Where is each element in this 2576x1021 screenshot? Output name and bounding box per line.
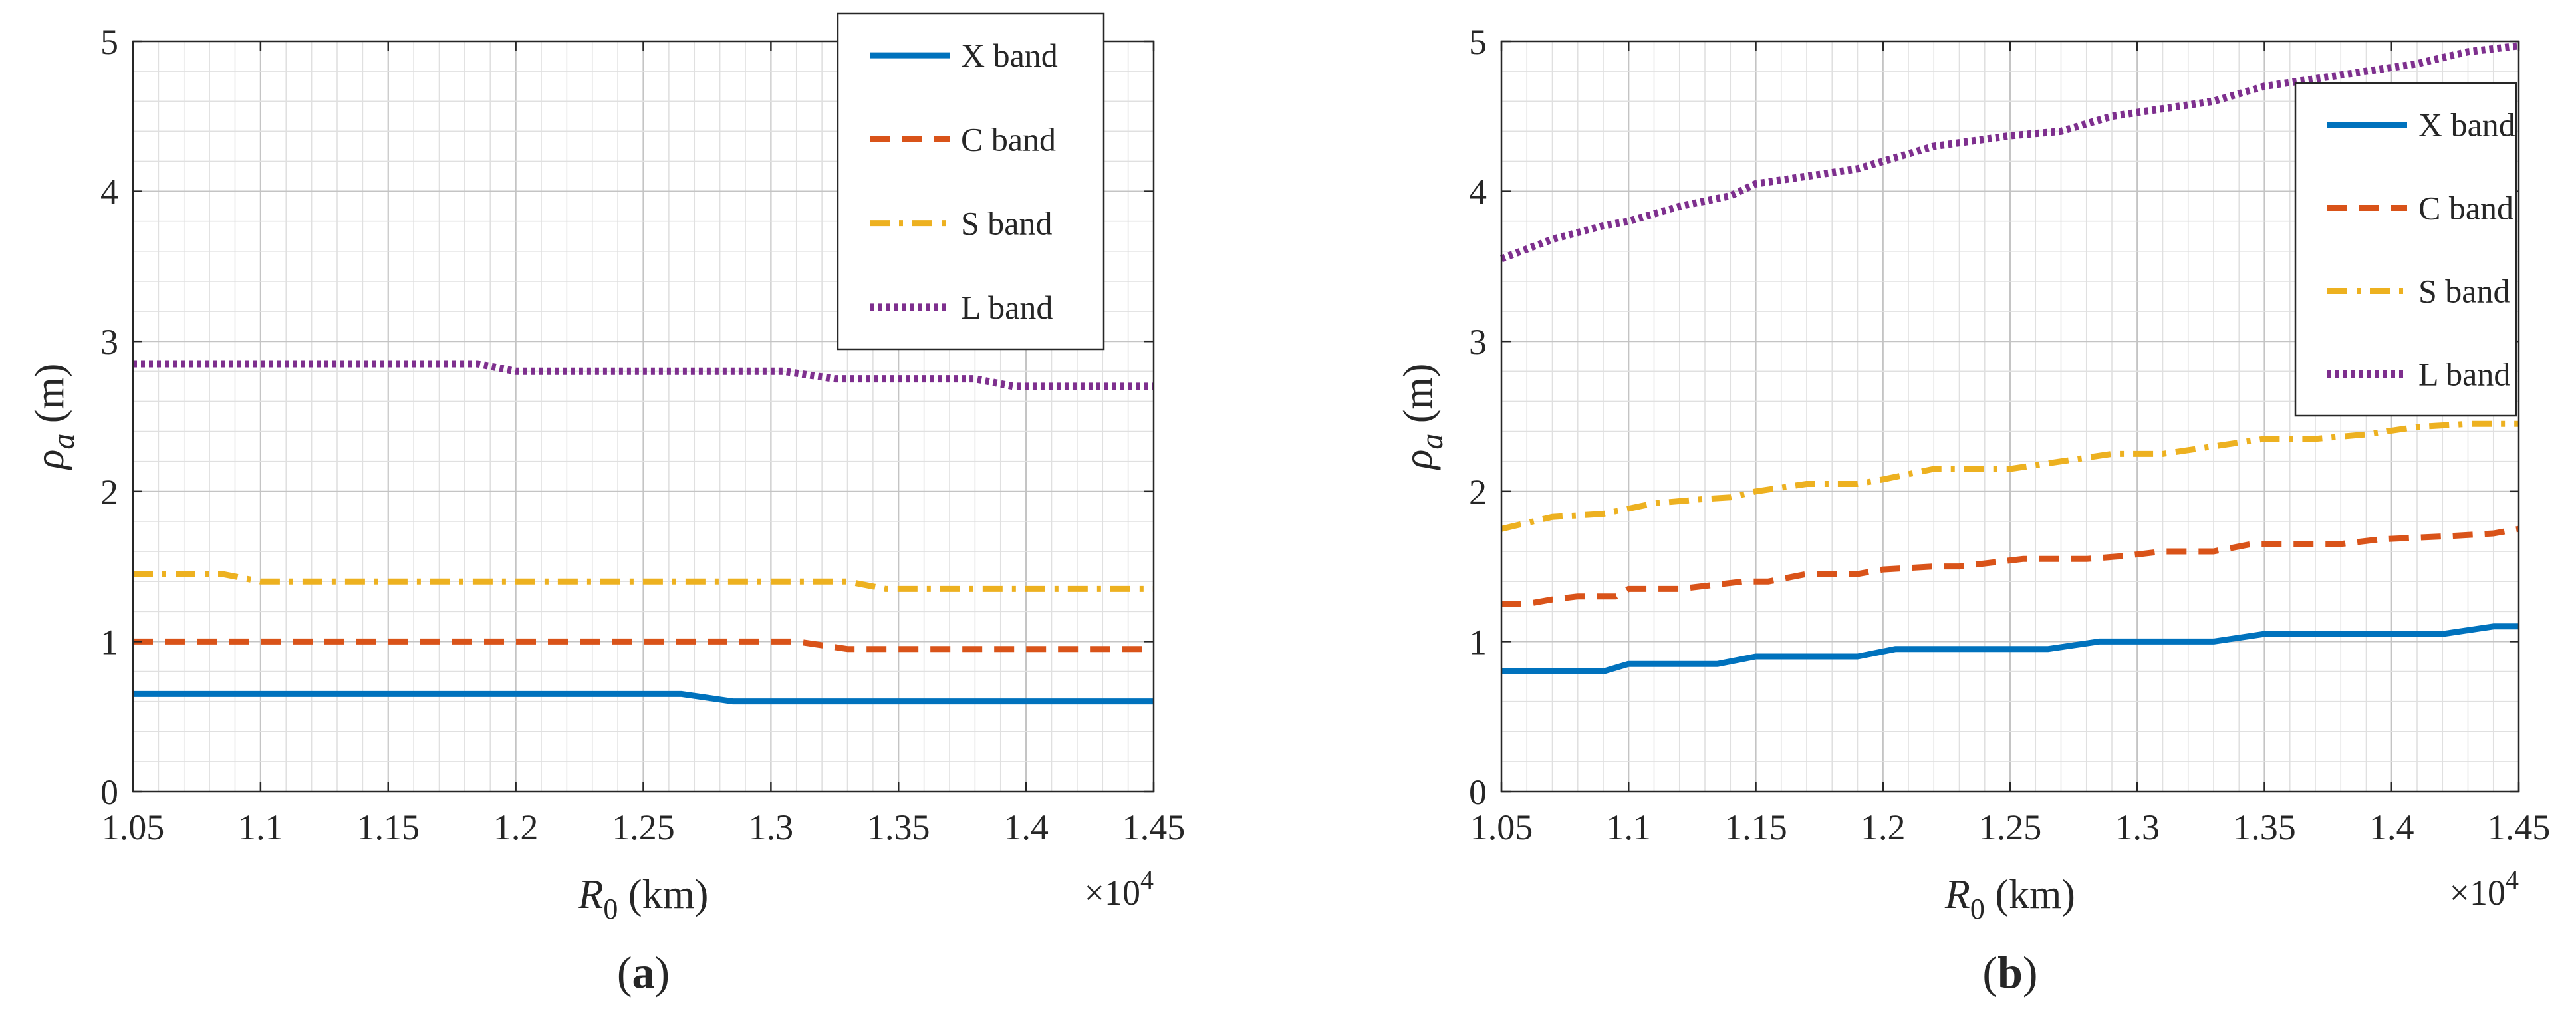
panel-a: 1.05 1.1 1.15 1.2 1.25 1.3 1.35 1.4 1.45 0 1 2 3 4 5 ×1…	[27, 12, 1185, 998]
legend-label: L band	[961, 289, 1053, 326]
y-tick-label: 4	[1469, 172, 1487, 212]
x-tick-label: 1.05	[1470, 807, 1533, 847]
y-tick-label: 4	[100, 172, 118, 212]
y-tick-label: 3	[1469, 322, 1487, 362]
x-multiplier-label: ×104	[2450, 865, 2519, 913]
y-tick-label: 0	[100, 772, 118, 812]
x-tick-label: 1.05	[102, 807, 165, 847]
legend-label: C band	[961, 120, 1056, 158]
panel-caption: (b)	[1982, 947, 2037, 998]
x-axis-label: R0 (km)	[578, 872, 709, 925]
x-tick-label: 1.25	[1979, 807, 2042, 847]
x-tick-label: 1.3	[2115, 807, 2160, 847]
series-line-x-band	[133, 690, 1154, 705]
series-line-l-band	[1500, 42, 2519, 263]
legend: X band C band S band L band	[837, 12, 1105, 351]
y-tick-label: 5	[100, 22, 118, 62]
x-tick-label: 1.2	[493, 807, 539, 847]
series-line-s-band	[133, 571, 1154, 592]
legend-label: C band	[2418, 190, 2513, 227]
tick-labels: 1.05 1.1 1.15 1.2 1.25 1.3 1.35 1.4 1.45 0 1 2 3 4 5	[1469, 22, 2550, 847]
x-tick-label: 1.15	[357, 807, 420, 847]
series-line-s-band	[1500, 420, 2519, 532]
y-tick-label: 5	[1469, 22, 1487, 62]
x-tick-label: 1.35	[2233, 807, 2296, 847]
series-line-x-band	[1501, 623, 2519, 674]
x-multiplier-label: ×104	[1085, 865, 1154, 913]
legend-box	[837, 12, 1105, 351]
legend-label: X band	[961, 37, 1058, 74]
legend-label: S band	[2418, 273, 2510, 310]
x-tick-label: 1.3	[749, 807, 794, 847]
series-line-c-band	[133, 638, 1154, 653]
y-axis-label: ρa (m)	[27, 364, 81, 471]
panel-caption: (a)	[617, 947, 670, 998]
legend-box	[2294, 82, 2517, 417]
x-tick-label: 1.4	[2369, 807, 2414, 847]
y-tick-label: 2	[100, 472, 118, 512]
x-tick-label: 1.45	[2488, 807, 2551, 847]
x-tick-label: 1.1	[1607, 807, 1652, 847]
x-axis-label: R0 (km)	[1944, 872, 2075, 925]
x-tick-label: 1.25	[612, 807, 675, 847]
y-tick-label: 1	[100, 622, 118, 662]
x-tick-label: 1.15	[1724, 807, 1787, 847]
series-line-c-band	[1501, 525, 2519, 607]
x-tick-label: 1.45	[1122, 807, 1186, 847]
y-tick-label: 3	[100, 322, 118, 362]
y-tick-label: 2	[1469, 472, 1487, 512]
legend-label: X band	[2418, 106, 2515, 144]
x-tick-label: 1.35	[867, 807, 930, 847]
x-tick-label: 1.1	[238, 807, 283, 847]
y-axis-label: ρa (m)	[1396, 364, 1450, 471]
tick-labels: 1.05 1.1 1.15 1.2 1.25 1.3 1.35 1.4 1.45 0 1 2 3 4 5	[100, 22, 1185, 847]
y-tick-label: 1	[1469, 622, 1487, 662]
panel-b: 1.05 1.1 1.15 1.2 1.25 1.3 1.35 1.4 1.45 0 1 2 3 4 5 ×1…	[1396, 22, 2550, 998]
legend-label: S band	[961, 205, 1053, 242]
legend-label: L band	[2418, 356, 2510, 393]
y-tick-label: 0	[1469, 772, 1487, 812]
x-tick-label: 1.2	[1861, 807, 1906, 847]
legend: X band C band S band L band	[2294, 82, 2517, 417]
x-tick-label: 1.4	[1003, 807, 1049, 847]
grid	[1501, 41, 2519, 792]
